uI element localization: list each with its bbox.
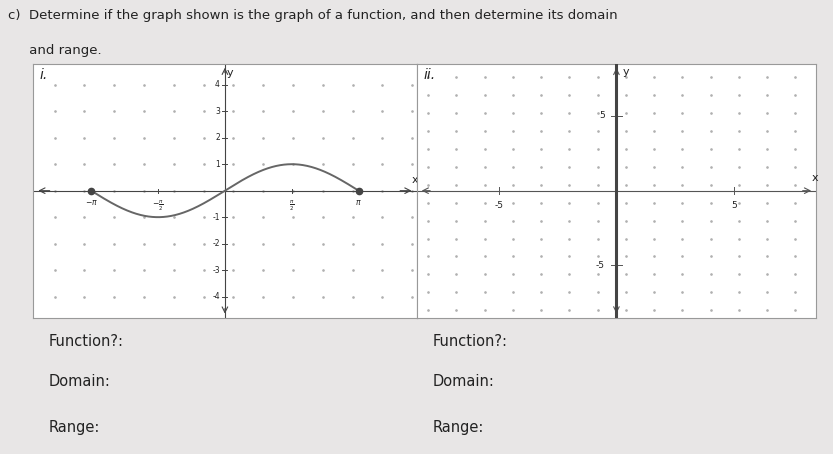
Text: -3: -3 xyxy=(212,266,220,275)
Text: ii.: ii. xyxy=(423,68,436,82)
Text: 4: 4 xyxy=(215,80,220,89)
Text: 5: 5 xyxy=(599,111,605,120)
Text: y: y xyxy=(622,67,629,77)
Text: $-\frac{\pi}{2}$: $-\frac{\pi}{2}$ xyxy=(152,198,164,213)
Text: x: x xyxy=(412,175,418,185)
Text: -1: -1 xyxy=(212,212,220,222)
Text: $\pi$: $\pi$ xyxy=(356,198,362,207)
Text: 5: 5 xyxy=(731,201,737,210)
Text: $-\pi$: $-\pi$ xyxy=(85,198,97,207)
Text: x: x xyxy=(811,173,818,183)
Text: 2: 2 xyxy=(215,133,220,142)
Text: and range.: and range. xyxy=(8,44,102,57)
Text: Domain:: Domain: xyxy=(432,375,494,390)
Text: Function?:: Function?: xyxy=(48,334,123,349)
Text: Range:: Range: xyxy=(432,420,484,435)
Text: Function?:: Function?: xyxy=(432,334,507,349)
Text: 1: 1 xyxy=(215,160,220,169)
Text: Range:: Range: xyxy=(48,420,100,435)
Text: -5: -5 xyxy=(494,201,503,210)
Text: -5: -5 xyxy=(596,261,605,270)
Text: i.: i. xyxy=(40,68,48,82)
Text: 3: 3 xyxy=(215,107,220,116)
Text: y: y xyxy=(227,68,233,78)
Text: c)  Determine if the graph shown is the graph of a function, and then determine : c) Determine if the graph shown is the g… xyxy=(8,9,618,22)
Text: Domain:: Domain: xyxy=(48,375,111,390)
Text: -2: -2 xyxy=(212,239,220,248)
Text: $\frac{\pi}{2}$: $\frac{\pi}{2}$ xyxy=(289,198,295,213)
Text: -4: -4 xyxy=(212,292,220,301)
